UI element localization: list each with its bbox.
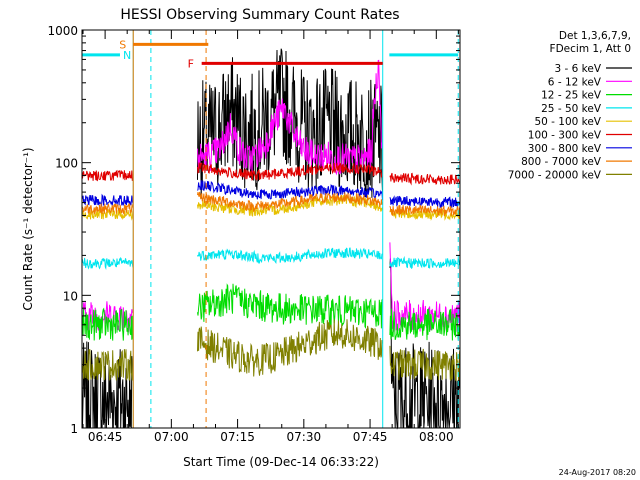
legend-label: 50 - 100 keV [534, 116, 601, 128]
legend-label: 6 - 12 keV [548, 76, 602, 88]
x-tick-label: 07:00 [154, 430, 189, 444]
x-tick-label: 07:30 [287, 430, 322, 444]
night-marker-label: N [123, 49, 131, 62]
legend-label: 800 - 7000 keV [521, 156, 602, 168]
y-tick-label: 1000 [47, 24, 78, 38]
x-tick-label: 08:00 [419, 430, 454, 444]
legend-label: 100 - 300 keV [528, 130, 602, 142]
saa-marker-label: S [119, 38, 126, 51]
legend-label: 12 - 25 keV [541, 90, 602, 102]
series-line-7 [81, 191, 461, 217]
series-line-8 [81, 319, 461, 382]
legend-label: 300 - 800 keV [528, 143, 602, 155]
chart-title: HESSI Observing Summary Count Rates [120, 7, 399, 23]
y-tick-label: 1 [70, 422, 78, 436]
axis-layer: 06:45 07:00 07:15 07:30 07:45 08:00 1 10 100 1000 [47, 24, 460, 444]
y-tick-label: 100 [55, 157, 78, 171]
info-line-1: Det 1,3,6,7,9, [559, 30, 631, 42]
series-line-5 [81, 162, 461, 186]
timestamp: 24-Aug-2017 08:20 [559, 468, 636, 477]
info-line-2: FDecim 1, Att 0 [550, 43, 631, 55]
x-tick-label: 06:45 [88, 430, 123, 444]
data-layer: NS F [81, 30, 461, 430]
series-line-6 [81, 180, 461, 209]
legend-label: 3 - 6 keV [554, 63, 601, 75]
y-axis-label: Count Rate (s⁻¹ detector⁻¹) [21, 147, 35, 310]
x-axis-label: Start Time (09-Dec-14 06:33:22) [183, 455, 379, 469]
series-line-3 [81, 247, 461, 271]
y-tick-label: 10 [63, 289, 78, 303]
legend-label: 25 - 50 keV [541, 103, 602, 115]
x-tick-label: 07:15 [220, 430, 255, 444]
x-tick-label: 07:45 [353, 430, 388, 444]
series-line-2 [81, 283, 461, 341]
legend-label: 7000 - 20000 keV [508, 169, 602, 181]
plot-frame [81, 29, 461, 429]
flare-marker-label: F [188, 57, 194, 70]
